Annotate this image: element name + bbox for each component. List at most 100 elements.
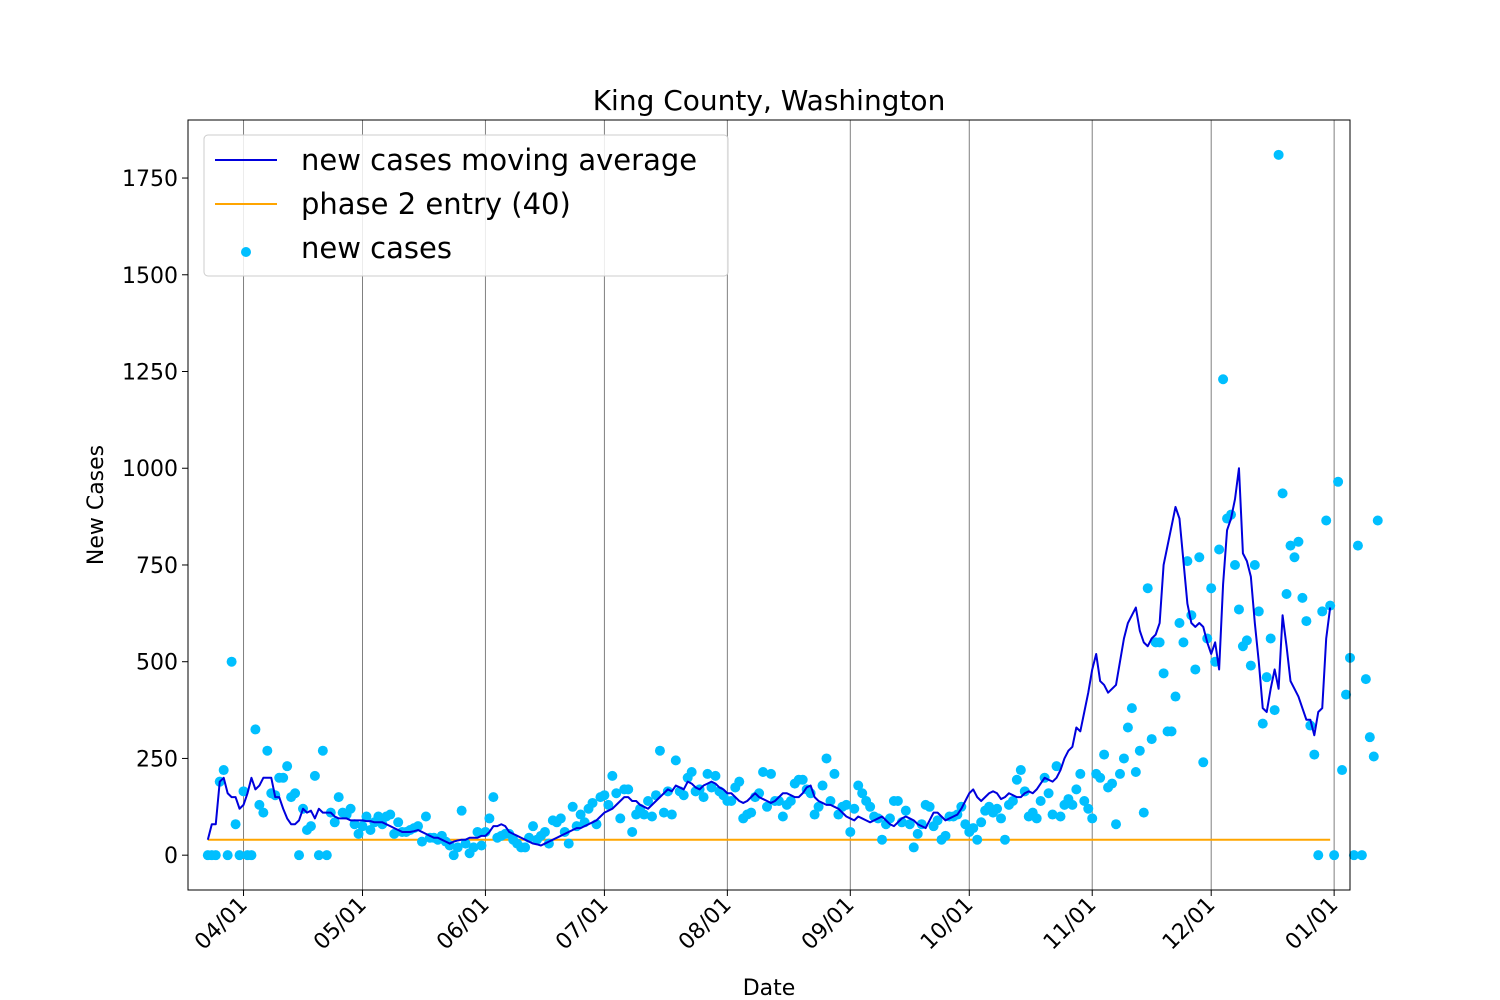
new-cases-point bbox=[647, 811, 658, 822]
new-cases-point bbox=[290, 788, 301, 799]
new-cases-point bbox=[226, 656, 237, 667]
new-cases-point bbox=[262, 745, 273, 756]
legend: new cases moving average phase 2 entry (… bbox=[203, 134, 729, 277]
new-cases-point bbox=[1233, 604, 1244, 615]
new-cases-point bbox=[317, 745, 328, 756]
x-tick-label: 08/01 bbox=[674, 893, 737, 956]
new-cases-point bbox=[698, 792, 709, 803]
new-cases-point bbox=[476, 840, 487, 851]
new-cases-point bbox=[1333, 476, 1344, 487]
new-cases-point bbox=[1122, 722, 1133, 733]
new-cases-point bbox=[282, 761, 293, 772]
new-cases-point bbox=[1372, 515, 1383, 526]
new-cases-point bbox=[1281, 588, 1292, 599]
y-tick-label: 1750 bbox=[122, 167, 178, 192]
new-cases-point bbox=[254, 799, 265, 810]
new-cases-point bbox=[976, 817, 987, 828]
new-cases-point bbox=[1289, 552, 1300, 563]
new-cases-point bbox=[726, 796, 737, 807]
new-cases-point bbox=[758, 766, 769, 777]
new-cases-point bbox=[1043, 788, 1054, 799]
new-cases-point bbox=[968, 823, 979, 834]
new-cases-point bbox=[1118, 753, 1129, 764]
x-tick-label: 01/01 bbox=[1281, 893, 1344, 956]
new-cases-point bbox=[1356, 850, 1367, 861]
new-cases-point bbox=[670, 755, 681, 766]
new-cases-point bbox=[1111, 819, 1122, 830]
new-cases-point bbox=[607, 770, 618, 781]
new-cases-point bbox=[456, 805, 467, 816]
new-cases-point bbox=[1095, 772, 1106, 783]
new-cases-point bbox=[1329, 850, 1340, 861]
new-cases-point bbox=[797, 774, 808, 785]
new-cases-point bbox=[900, 805, 911, 816]
y-tick-label: 750 bbox=[136, 554, 178, 579]
new-cases-point bbox=[940, 830, 951, 841]
new-cases-point bbox=[662, 786, 673, 797]
new-cases-point bbox=[841, 799, 852, 810]
legend-swatch-new-cases bbox=[241, 247, 251, 257]
new-cases-series bbox=[202, 149, 1383, 861]
x-tick-label: 07/01 bbox=[551, 893, 614, 956]
new-cases-point bbox=[678, 790, 689, 801]
new-cases-point bbox=[1134, 745, 1145, 756]
new-cases-point bbox=[1170, 691, 1181, 702]
new-cases-point bbox=[472, 826, 483, 837]
new-cases-point bbox=[1309, 749, 1320, 760]
new-cases-point bbox=[710, 770, 721, 781]
new-cases-point bbox=[623, 784, 634, 795]
new-cases-point bbox=[1301, 616, 1312, 627]
new-cases-point bbox=[448, 850, 459, 861]
new-cases-point bbox=[1257, 718, 1268, 729]
new-cases-point bbox=[845, 826, 856, 837]
new-cases-point bbox=[1293, 536, 1304, 547]
new-cases-point bbox=[1182, 556, 1193, 567]
new-cases-point bbox=[1285, 540, 1296, 551]
chart-title: King County, Washington bbox=[593, 84, 946, 117]
new-cases-point bbox=[734, 776, 745, 787]
new-cases-point bbox=[587, 797, 598, 808]
new-cases-point bbox=[373, 811, 384, 822]
new-cases-point bbox=[932, 815, 943, 826]
new-cases-point bbox=[1079, 796, 1090, 807]
new-cases-point bbox=[309, 770, 320, 781]
new-cases-point bbox=[785, 796, 796, 807]
new-cases-point bbox=[777, 811, 788, 822]
new-cases-point bbox=[1166, 726, 1177, 737]
new-cases-point bbox=[1249, 559, 1260, 570]
x-tick-label: 04/01 bbox=[190, 893, 253, 956]
new-cases-point bbox=[1035, 796, 1046, 807]
new-cases-point bbox=[972, 834, 983, 845]
new-cases-point bbox=[1206, 583, 1217, 594]
new-cases-point bbox=[1325, 600, 1336, 611]
new-cases-point bbox=[1341, 689, 1352, 700]
new-cases-point bbox=[238, 786, 249, 797]
new-cases-point bbox=[460, 838, 471, 849]
new-cases-point bbox=[1067, 799, 1078, 810]
moving-average-line bbox=[206, 467, 1332, 847]
legend-box bbox=[203, 134, 729, 277]
new-cases-point bbox=[563, 838, 574, 849]
x-tick-label: 12/01 bbox=[1158, 893, 1221, 956]
new-cases-point bbox=[1087, 813, 1098, 824]
new-cases-point bbox=[250, 724, 261, 735]
new-cases-point bbox=[1019, 786, 1030, 797]
new-cases-point bbox=[488, 792, 499, 803]
new-cases-point bbox=[1130, 766, 1141, 777]
new-cases-point bbox=[1158, 668, 1169, 679]
new-cases-point bbox=[218, 765, 229, 776]
new-cases-point bbox=[385, 809, 396, 820]
new-cases-point bbox=[1178, 637, 1189, 648]
x-tick-label: 05/01 bbox=[309, 893, 372, 956]
new-cases-point bbox=[849, 803, 860, 814]
new-cases-point bbox=[353, 828, 364, 839]
new-cases-point bbox=[611, 788, 622, 799]
new-cases-point bbox=[222, 850, 233, 861]
new-cases-point bbox=[1083, 803, 1094, 814]
new-cases-point bbox=[321, 850, 332, 861]
new-cases-point bbox=[1138, 807, 1149, 818]
new-cases-point bbox=[246, 850, 257, 861]
x-axis: 04/01 05/01 06/01 07/01 08/01 09/01 10/01 11/01… bbox=[190, 890, 1343, 955]
new-cases-point bbox=[599, 790, 610, 801]
new-cases-point bbox=[1126, 703, 1137, 714]
